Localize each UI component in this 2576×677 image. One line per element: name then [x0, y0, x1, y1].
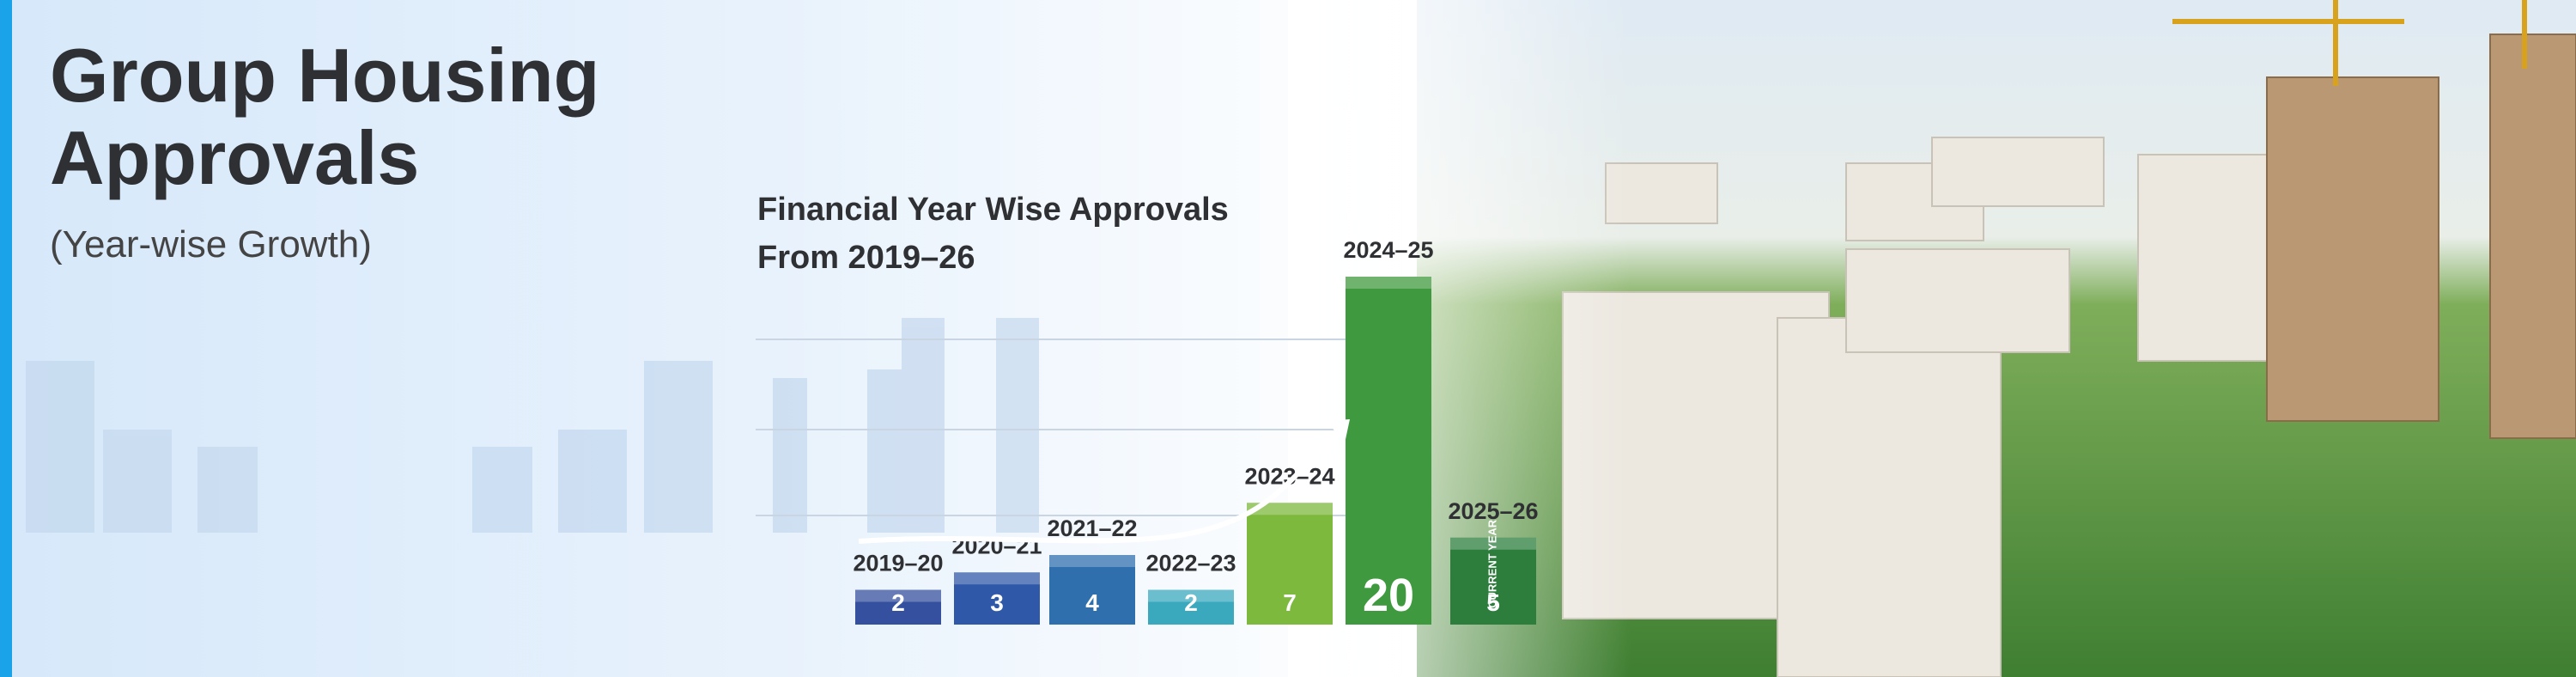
annotation: CURRENT YEAR [1485, 519, 1498, 608]
value-label: 2 [891, 589, 905, 616]
header: Group Housing Approvals (Year-wise Growt… [50, 34, 720, 266]
bar [1346, 277, 1431, 625]
x-tick-label: 2021–22 [1047, 515, 1137, 541]
trend-arrowhead [1327, 419, 1350, 443]
bar-highlight [1450, 537, 1536, 550]
bar-highlight [1148, 589, 1234, 602]
bar-highlight [1049, 555, 1135, 567]
cranes [2172, 0, 2527, 86]
chart-title: Financial Year Wise Approvals [757, 192, 1229, 228]
x-tick-label: 2019–20 [853, 551, 943, 576]
chart-subtitle: From 2019–26 [757, 240, 975, 276]
towers [2266, 34, 2576, 439]
bar-highlight [1346, 277, 1431, 289]
x-tick-label: 2024–25 [1343, 237, 1433, 263]
value-label: 2 [1184, 589, 1198, 616]
bar [1247, 503, 1333, 625]
value-label: 7 [1283, 589, 1297, 616]
bar [1148, 589, 1234, 625]
bar [1450, 537, 1536, 625]
trend-arrow [858, 427, 1342, 544]
bar [1049, 555, 1135, 625]
value-label: 5 [1486, 589, 1500, 616]
value-label: 20 [1363, 570, 1414, 621]
page-title: Group Housing Approvals [50, 33, 600, 200]
x-tick-label: 2022–23 [1145, 551, 1236, 576]
bar-highlight [954, 572, 1040, 585]
value-label: 4 [1085, 589, 1099, 616]
bar [855, 589, 941, 625]
skyline [26, 318, 1039, 533]
bar-highlight [1247, 503, 1333, 515]
accent-stripe [0, 0, 12, 677]
x-tick-label: 2025–26 [1448, 498, 1538, 524]
value-label: 3 [990, 589, 1004, 616]
page-subtitle: (Year-wise Growth) [50, 223, 372, 265]
bar-highlight [855, 589, 941, 602]
bar [954, 572, 1040, 625]
